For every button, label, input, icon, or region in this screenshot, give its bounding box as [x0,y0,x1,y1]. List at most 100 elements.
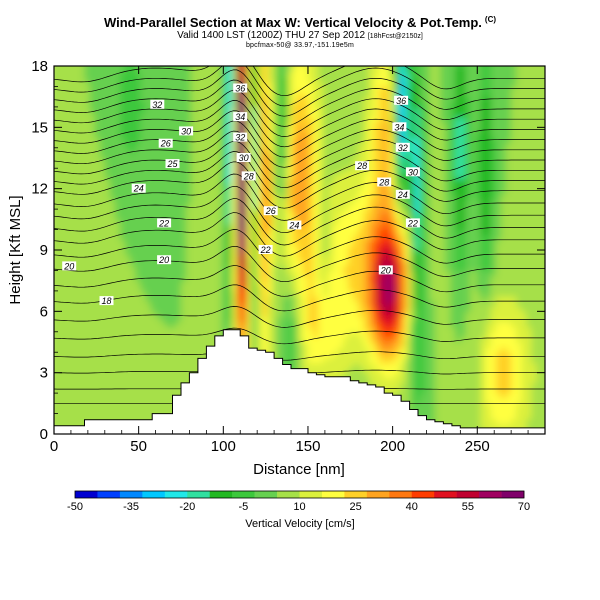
velocity-cell [262,132,268,139]
velocity-cell [358,224,365,231]
velocity-cell [236,270,243,277]
velocity-cell [348,244,355,251]
velocity-cell [267,331,274,338]
velocity-cell [211,204,218,210]
velocity-cell [247,204,253,210]
velocity-cell [186,434,192,440]
velocity-cell [262,76,268,82]
velocity-cell [277,336,284,343]
velocity-cell [79,147,86,154]
velocity-cell [206,321,213,328]
velocity-cell [175,290,182,297]
velocity-cell [140,382,147,389]
velocity-cell [54,204,60,210]
velocity-cell [267,193,274,200]
velocity-cell [302,152,309,159]
velocity-cell [84,214,91,220]
velocity-cell [196,152,202,159]
velocity-cell [130,122,136,128]
velocity-cell [272,275,279,282]
velocity-cell [145,137,152,144]
velocity-cell [201,352,207,358]
velocity-cell [257,434,263,440]
velocity-cell [160,367,167,374]
velocity-cell [343,66,350,72]
velocity-cell [328,434,334,440]
velocity-cell [353,112,360,118]
velocity-cell [120,183,126,190]
velocity-cell [221,306,228,312]
velocity-cell [272,219,279,226]
velocity-cell [84,357,91,364]
velocity-cell [155,250,162,256]
velocity-cell [74,106,80,113]
velocity-cell [84,91,91,98]
velocity-cell [104,388,111,394]
velocity-cell [232,56,238,62]
velocity-cell [135,173,141,180]
velocity-cell [323,250,329,256]
velocity-cell [211,106,218,113]
velocity-cell [358,137,365,144]
velocity-cell [145,101,152,108]
velocity-cell [54,285,60,292]
velocity-cell [247,321,253,328]
velocity-cell [145,91,152,98]
velocity-cell [338,127,345,134]
forecast-label: [18hFcst@2150z] [367,33,423,40]
velocity-cell [262,173,268,180]
velocity-cell [287,178,294,185]
velocity-cell [262,214,268,220]
velocity-cell [297,132,304,139]
velocity-cell [368,342,375,348]
velocity-cell [156,56,162,62]
velocity-cell [89,152,96,159]
velocity-cell [252,214,258,220]
velocity-cell [297,229,304,236]
velocity-cell [272,66,279,72]
velocity-cell [313,122,319,128]
velocity-cell [302,347,309,353]
velocity-cell [89,239,96,246]
velocity-cell [99,244,106,251]
velocity-cell [135,219,141,226]
velocity-cell [180,239,187,246]
velocity-cell [353,306,360,312]
velocity-cell [201,439,207,445]
velocity-cell [313,362,319,369]
velocity-cell [292,362,299,369]
velocity-cell [150,393,157,399]
velocity-cell [313,239,319,246]
velocity-cell [216,101,223,108]
velocity-cell [313,290,319,297]
velocity-cell [307,214,314,220]
velocity-cell [353,331,360,338]
velocity-cell [114,250,121,256]
velocity-cell [191,142,197,149]
velocity-cell [54,326,60,333]
velocity-cell [99,117,106,123]
velocity-cell [358,255,365,261]
velocity-cell [226,285,233,292]
velocity-cell [292,321,299,328]
velocity-cell [323,301,329,307]
velocity-cell [338,301,345,307]
velocity-cell [226,147,233,154]
velocity-cell [84,168,91,174]
velocity-cell [165,306,172,312]
velocity-cell [353,362,360,369]
velocity-cell [175,265,182,272]
velocity-cell [79,377,86,384]
velocity-cell [252,142,258,149]
velocity-cell [160,229,167,236]
velocity-cell [150,173,157,180]
velocity-cell [231,178,238,185]
velocity-cell [59,377,65,384]
velocity-cell [323,326,329,333]
velocity-cell [130,86,136,93]
velocity-cell [84,311,91,318]
velocity-cell [150,158,157,164]
velocity-cell [247,142,253,149]
velocity-cell [237,434,243,440]
velocity-cell [140,122,147,128]
